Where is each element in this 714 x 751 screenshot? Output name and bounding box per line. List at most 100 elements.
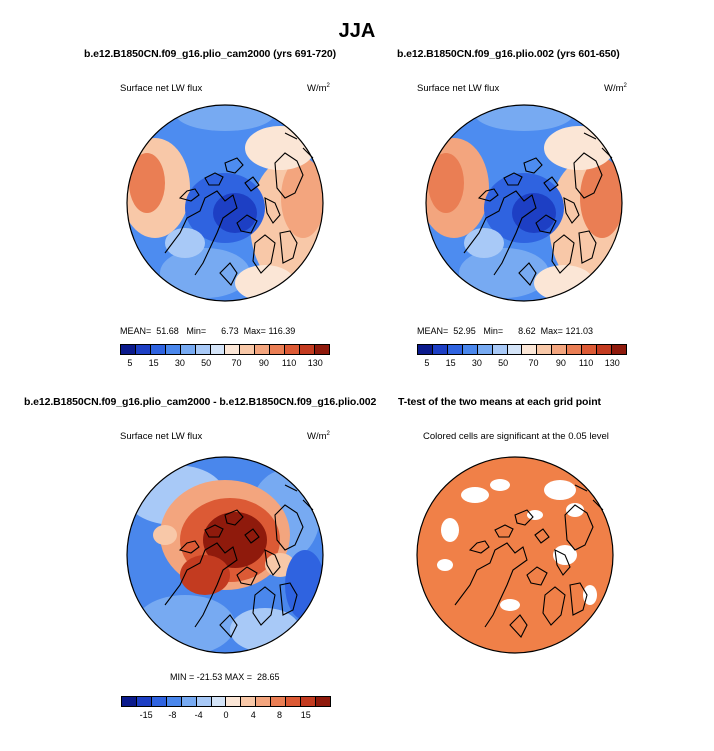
coastline [252, 586, 276, 626]
coastline [178, 540, 200, 554]
colorbar-tick-label: 110 [578, 358, 594, 368]
colorbar-swatch [181, 697, 197, 706]
coastline [252, 234, 276, 274]
panel-2-variable-label: Surface net LW flux [417, 83, 500, 94]
coastline [164, 190, 238, 276]
colorbar-swatch [537, 345, 553, 354]
coastline [219, 614, 238, 638]
colorbar-swatch [256, 697, 272, 706]
field-region [544, 480, 576, 500]
coastline [454, 542, 528, 628]
panel-1-colorbar [120, 344, 330, 355]
colorbar-swatch [211, 697, 227, 706]
field-region [464, 228, 504, 258]
field-region [459, 248, 549, 298]
field-region [490, 479, 510, 491]
colorbar-swatch [135, 345, 151, 354]
coastline [503, 172, 523, 186]
colorbar-swatch [315, 697, 330, 706]
colorbar-swatch [210, 345, 226, 354]
map-border [416, 456, 614, 654]
colorbar-swatch [151, 697, 167, 706]
panel-1-variable-label: Surface net LW flux [120, 83, 203, 94]
colorbar-tick-label: 90 [555, 358, 566, 368]
colorbar-swatch [150, 345, 166, 354]
colorbar-swatch [180, 345, 196, 354]
panel-2-polar-map [425, 104, 623, 302]
field-region [527, 510, 543, 520]
colorbar-swatch [255, 345, 271, 354]
field-region [461, 487, 489, 503]
colorbar-swatch [301, 697, 316, 706]
colorbar-swatch [314, 345, 329, 354]
colorbar-swatch [597, 345, 612, 354]
colorbar-tick-label: 70 [231, 358, 242, 368]
field-region [213, 193, 257, 233]
colorbar-swatch [286, 697, 302, 706]
coastline [509, 614, 528, 638]
coastline [468, 540, 490, 554]
colorbar-swatch [582, 345, 598, 354]
colorbar-tick-label: 130 [307, 358, 323, 368]
panel-3-stats: MIN = -21.53 MAX = 28.65 [170, 672, 280, 682]
field-region [428, 153, 464, 213]
colorbar-swatch [136, 697, 152, 706]
colorbar-tick-label: 15 [148, 358, 159, 368]
colorbar-swatch [567, 345, 583, 354]
coastline [535, 214, 557, 234]
colorbar-swatch [270, 345, 286, 354]
panel-1-stats: MEAN= 51.68 Min= 6.73 Max= 116.39 [120, 326, 296, 336]
coastline [264, 549, 281, 576]
coastline [274, 504, 304, 551]
colorbar-tick-label: 130 [604, 358, 620, 368]
colorbar-tick-label: 5 [424, 358, 430, 368]
field-region [180, 555, 230, 595]
coastline [514, 509, 534, 526]
coastline [477, 188, 499, 202]
colorbar-tick-label: 70 [528, 358, 539, 368]
coastline [564, 504, 594, 551]
field-region [441, 518, 459, 542]
panel-3-colorbar [121, 696, 331, 707]
colorbar-tick-label: 30 [174, 358, 185, 368]
coastline [224, 509, 244, 526]
colorbar-swatch [240, 345, 256, 354]
colorbar-tick-label: -8 [168, 710, 177, 720]
panel-2-colorbar [417, 344, 627, 355]
colorbar-swatch [271, 697, 287, 706]
field-region [203, 512, 267, 568]
coastline [236, 566, 258, 586]
colorbar-tick-label: 15 [445, 358, 456, 368]
field-region [544, 126, 614, 170]
coastline [551, 234, 575, 274]
map-border [126, 104, 324, 302]
field-region [500, 599, 520, 611]
coastlines [454, 484, 604, 638]
panel-4-title: T-test of the two means at each grid poi… [398, 396, 601, 408]
panel-2-title: b.e12.B1850CN.f09_g16.plio.002 (yrs 601-… [397, 48, 620, 60]
colorbar-tick-label: 30 [471, 358, 482, 368]
colorbar-swatch [285, 345, 301, 354]
colorbar-tick-label: 8 [277, 710, 283, 720]
coastline [264, 197, 281, 224]
coastline [279, 230, 298, 264]
field-region [175, 105, 275, 131]
colorbar-tick-label: 110 [281, 358, 297, 368]
coastline [224, 157, 244, 174]
coastline [204, 524, 224, 538]
colorbar-swatch [241, 697, 257, 706]
field-region [235, 265, 295, 301]
coastline [274, 152, 304, 199]
coastline [534, 528, 550, 544]
colorbar-swatch [432, 345, 448, 354]
colorbar-swatch [226, 697, 242, 706]
colorbar-swatch [300, 345, 315, 354]
colorbar-tick-label: 0 [223, 710, 229, 720]
coastline [164, 542, 238, 628]
field-region [129, 153, 165, 213]
colorbar-swatch [121, 345, 136, 354]
colorbar-swatch [122, 697, 137, 706]
panel-2-units: W/m2 [604, 82, 627, 94]
colorbar-swatch [196, 697, 212, 706]
colorbar-swatch [166, 697, 182, 706]
